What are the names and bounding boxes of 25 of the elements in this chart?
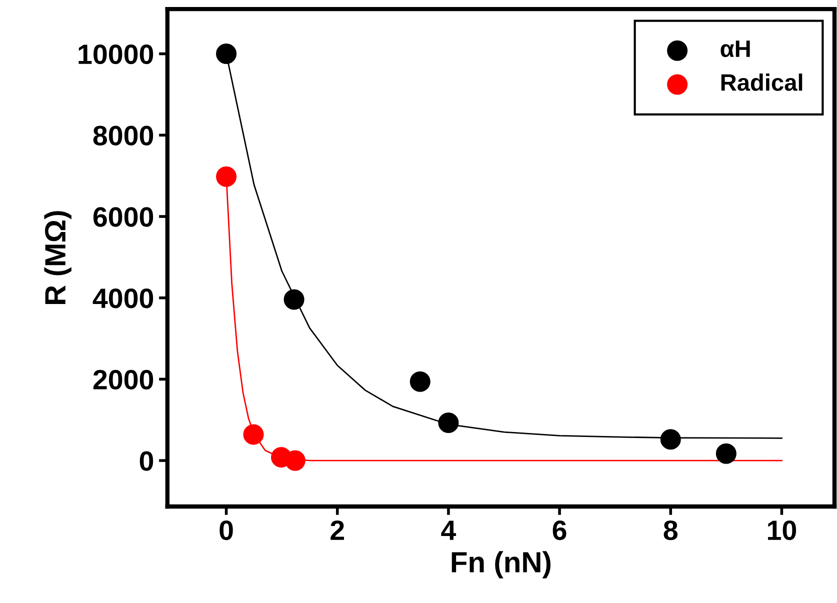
- point: [438, 412, 459, 433]
- point: [243, 424, 264, 445]
- y-tick-label: 6000: [93, 207, 154, 227]
- x-tick-label: 2: [330, 520, 344, 540]
- x-tick-label: 0: [220, 520, 233, 540]
- y-tick-label: 4000: [92, 288, 154, 308]
- point: [216, 44, 237, 64]
- y-tick-label: 10000: [78, 44, 154, 64]
- point: [284, 450, 306, 471]
- x-tick-label: 6: [552, 520, 566, 540]
- point: [284, 289, 304, 310]
- y-axis-title: R (MΩ): [44, 211, 72, 304]
- point: [660, 429, 681, 450]
- point: [410, 371, 430, 392]
- y-tick-label: 2000: [93, 370, 154, 390]
- y-tick-label: 0: [140, 451, 154, 471]
- x-tick-label: 4: [441, 520, 456, 540]
- point: [216, 166, 237, 187]
- x-tick-label: 10: [768, 520, 796, 540]
- x-axis-title: Fn (nN): [452, 551, 551, 578]
- legend-label: αH: [720, 40, 750, 58]
- x-tick-label: 8: [664, 520, 678, 540]
- legend-label: Radical: [721, 74, 802, 91]
- y-tick-label: 8000: [93, 126, 154, 146]
- point: [716, 443, 736, 464]
